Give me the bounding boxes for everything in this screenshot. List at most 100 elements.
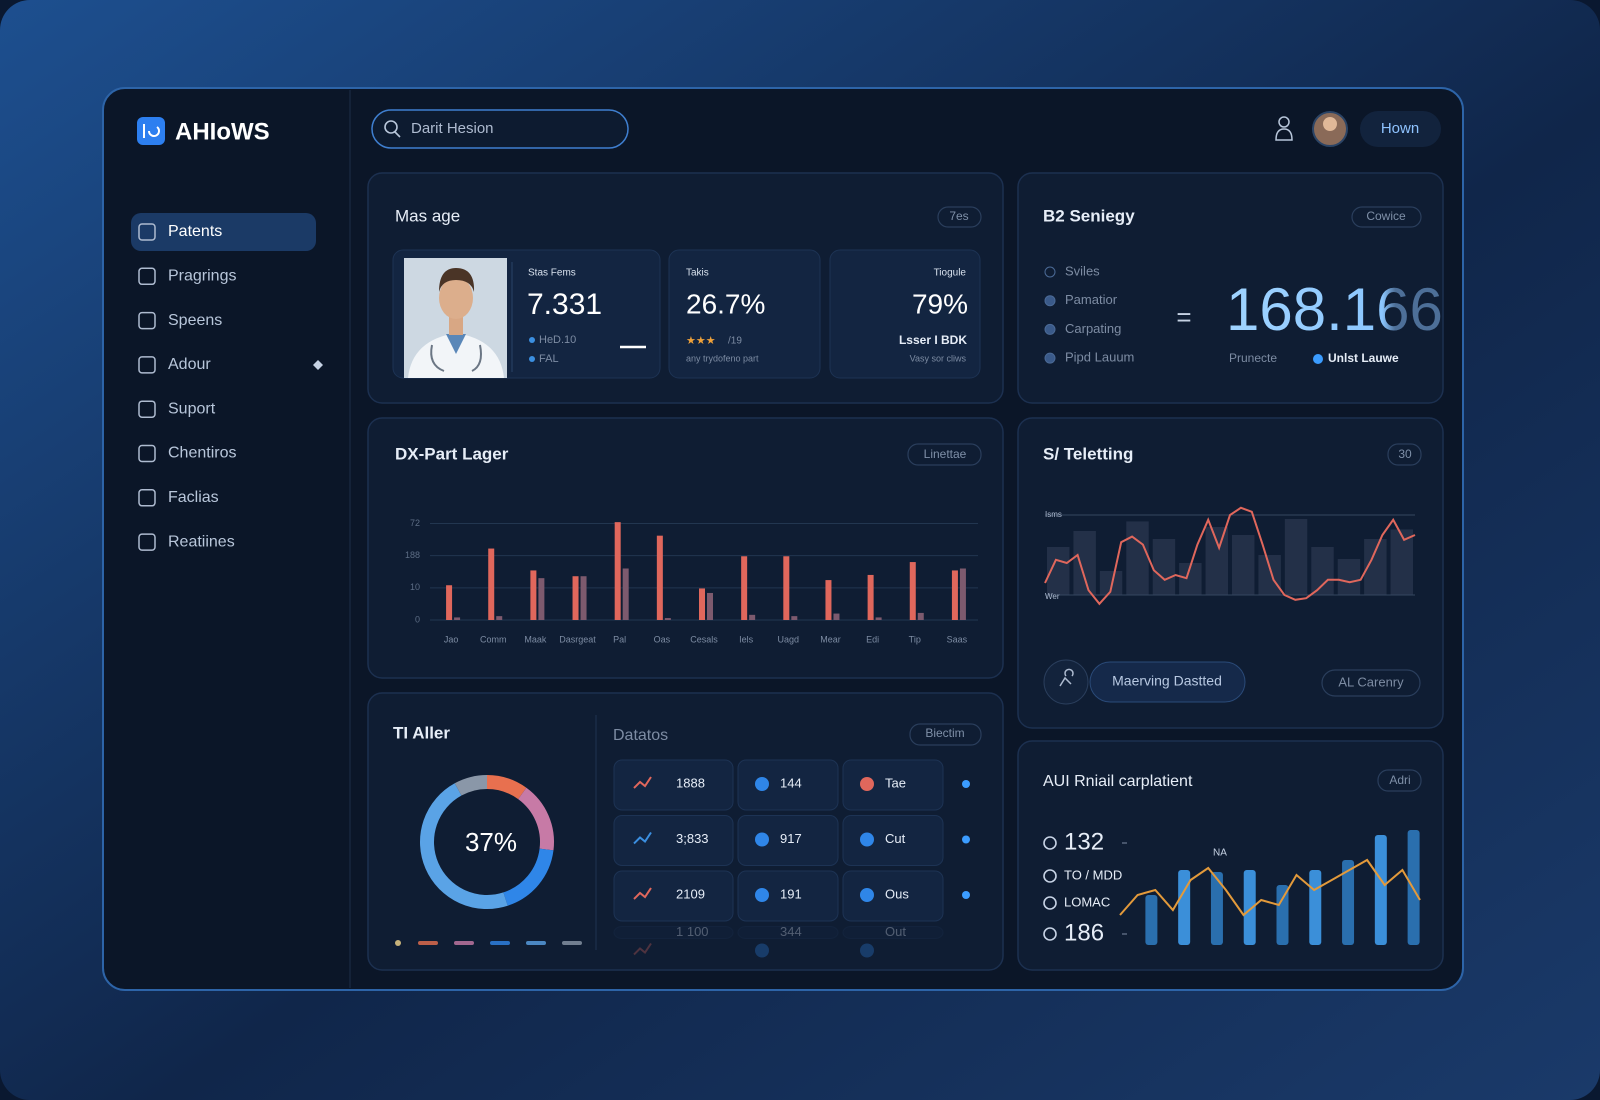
- nav-icon: [138, 223, 156, 241]
- profile-photo: [439, 277, 473, 319]
- status-dot: [1313, 354, 1323, 364]
- cell-icon: [755, 943, 769, 958]
- line: [1119, 858, 1421, 917]
- bar: [951, 570, 958, 620]
- bar: [1145, 895, 1158, 945]
- cell-icon: [860, 777, 874, 791]
- table-cell: [737, 815, 839, 866]
- nav-item[interactable]: Patents: [168, 223, 222, 240]
- background-bar: [1179, 563, 1202, 595]
- stat-card: [668, 249, 821, 379]
- x-tick-label: Iels: [739, 634, 754, 644]
- action-button-label: Maerving Dastted: [1112, 673, 1222, 689]
- badge[interactable]: [1351, 206, 1422, 228]
- filter-button[interactable]: [1321, 669, 1421, 697]
- badge[interactable]: [937, 206, 982, 228]
- user-button-label: Hown: [1381, 120, 1419, 137]
- legend-swatch: [526, 941, 546, 945]
- row-dot: [962, 780, 970, 788]
- icon-button[interactable]: [1043, 659, 1089, 705]
- badge[interactable]: [909, 723, 982, 746]
- brand-logo-glyph: [143, 124, 160, 138]
- user-icon[interactable]: [1278, 116, 1290, 128]
- item-icon: [1044, 266, 1056, 278]
- badge-label: Biectim: [925, 726, 964, 740]
- x-tick-label: Oas: [654, 634, 671, 644]
- brand-name: AHIoWS: [175, 118, 270, 145]
- user-icon: [1275, 128, 1293, 141]
- table-cell-text: 191: [780, 886, 802, 901]
- bar: [1309, 870, 1322, 945]
- big-value: 168.166: [1226, 276, 1443, 343]
- bar: [959, 568, 966, 620]
- stars: ★★★: [686, 335, 716, 347]
- nav-item[interactable]: Chentiros: [168, 445, 236, 462]
- profile-photo: [430, 344, 482, 372]
- donut-segment: [503, 848, 554, 906]
- x-tick-label: Maak: [524, 634, 547, 644]
- background-bar: [1205, 527, 1228, 595]
- stat-value: 26.7%: [686, 288, 765, 319]
- nav-item[interactable]: Pragrings: [168, 268, 236, 285]
- item-label: Pipd Lauum: [1065, 350, 1134, 365]
- bar: [664, 618, 671, 620]
- bar: [825, 580, 832, 620]
- bar: [538, 578, 545, 620]
- strategy-card: [1017, 172, 1444, 404]
- nav-item[interactable]: Speens: [168, 312, 222, 329]
- stat-label: Stas Fems: [528, 268, 576, 279]
- legend-dot: [395, 940, 401, 946]
- nav-item[interactable]: Adour: [168, 356, 211, 373]
- stat-label: Takis: [686, 268, 709, 279]
- action-button[interactable]: [1089, 661, 1246, 703]
- trend-icon: [633, 776, 652, 789]
- donut-center-label: 37%: [465, 827, 517, 857]
- search-box[interactable]: [371, 109, 629, 149]
- nav-expand-icon[interactable]: [313, 360, 323, 370]
- badge[interactable]: [1377, 769, 1422, 792]
- bar: [833, 613, 840, 620]
- combo-card: [1017, 740, 1444, 971]
- section-title: Datatos: [613, 727, 668, 744]
- table-cell: [842, 926, 944, 939]
- table-cell: [737, 870, 839, 922]
- stat-sub: /19: [728, 336, 742, 347]
- stat-text: 186: [1064, 919, 1104, 946]
- background-bar: [1364, 539, 1387, 595]
- profile-photo: [449, 315, 463, 335]
- badge-label: Cowice: [1366, 209, 1406, 223]
- x-tick-label: Jao: [444, 634, 459, 644]
- user-button[interactable]: [1360, 111, 1441, 147]
- badge-label: Linettae: [924, 447, 967, 461]
- badge-label: Adri: [1389, 773, 1410, 787]
- badge-label: 30: [1398, 447, 1412, 461]
- cell-icon: [860, 832, 874, 847]
- stat-text: 132: [1064, 828, 1104, 855]
- item-icon: [1044, 323, 1056, 335]
- y-tick-label: 188: [405, 550, 420, 560]
- nav-item[interactable]: Reatiines: [168, 533, 235, 550]
- search-placeholder: Darit Hesion: [411, 120, 494, 137]
- x-tick-label: Mear: [820, 634, 841, 644]
- y-tick-label: 72: [410, 518, 420, 528]
- background-bar: [1258, 555, 1281, 595]
- background-bar: [1126, 521, 1149, 595]
- table-cell: [737, 759, 839, 811]
- badge[interactable]: [907, 443, 982, 466]
- stat-icon: [1043, 836, 1057, 850]
- stat-value: 79%: [912, 288, 968, 319]
- donut-segment: [454, 775, 488, 796]
- bar-chart-card: [367, 417, 1004, 679]
- card-title: AUI Rniail carplatient: [1043, 773, 1193, 790]
- legend-swatch: [562, 941, 582, 945]
- bar: [707, 592, 713, 620]
- nav-item[interactable]: Faclias: [168, 489, 219, 506]
- table-cell-text: Cut: [885, 831, 906, 846]
- item-label: Pamatior: [1065, 292, 1118, 307]
- y-tick-label: 10: [410, 582, 420, 592]
- nav-item[interactable]: Suport: [168, 400, 216, 417]
- badge[interactable]: [1387, 443, 1422, 466]
- badge-label: 7es: [949, 209, 968, 223]
- stat-note: any trydofeno part: [686, 353, 759, 363]
- table-cell-text: 1 100: [676, 924, 709, 939]
